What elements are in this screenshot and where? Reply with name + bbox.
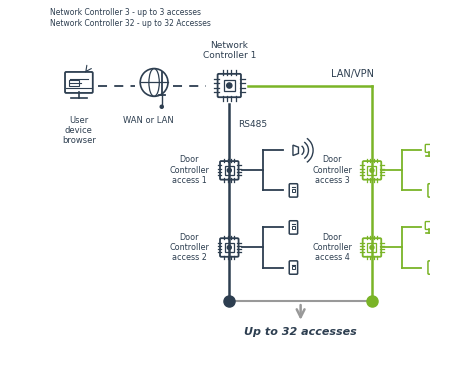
- Bar: [69, 80, 79, 86]
- Bar: [367, 166, 376, 175]
- Text: WAN or LAN: WAN or LAN: [123, 116, 173, 125]
- Circle shape: [227, 83, 232, 88]
- Text: Door
Controller
access 1: Door Controller access 1: [169, 156, 209, 185]
- Bar: [367, 243, 376, 252]
- Text: Up to 32 accesses: Up to 32 accesses: [244, 327, 357, 337]
- Bar: [292, 188, 295, 192]
- Text: Network Controller 32 - up to 32 Accesses: Network Controller 32 - up to 32 Accesse…: [50, 19, 211, 28]
- Text: Network Controller 3 - up to 3 accesses: Network Controller 3 - up to 3 accesses: [50, 8, 201, 17]
- Bar: [292, 226, 295, 229]
- Bar: [225, 166, 234, 175]
- Circle shape: [227, 168, 231, 172]
- Text: LAN/VPN: LAN/VPN: [331, 68, 374, 79]
- Bar: [224, 80, 235, 91]
- Text: Door
Controller
access 2: Door Controller access 2: [169, 233, 209, 262]
- Text: Network
Controller 1: Network Controller 1: [202, 41, 256, 60]
- Text: User
device
browser: User device browser: [62, 116, 96, 146]
- Bar: [430, 188, 434, 192]
- Text: Door
Controller
access 4: Door Controller access 4: [312, 233, 352, 262]
- Text: Door
Controller
access 3: Door Controller access 3: [312, 156, 352, 185]
- Circle shape: [227, 245, 231, 250]
- Text: RS485: RS485: [238, 120, 267, 128]
- Bar: [430, 265, 434, 269]
- Circle shape: [370, 168, 374, 172]
- Circle shape: [160, 105, 163, 108]
- Circle shape: [370, 245, 374, 250]
- Bar: [225, 243, 234, 252]
- Bar: [292, 265, 295, 269]
